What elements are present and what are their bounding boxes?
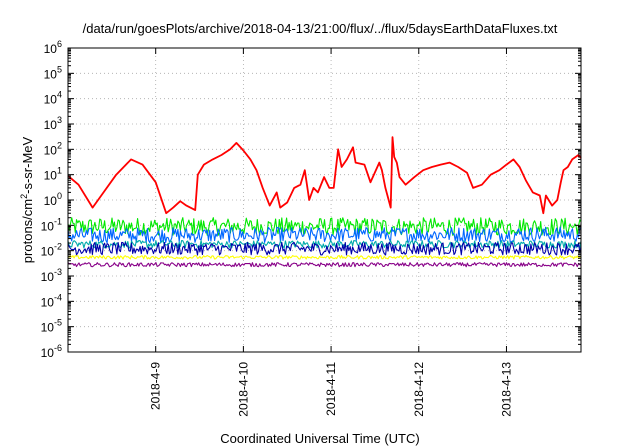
y-tick-label: 10-6	[41, 343, 62, 360]
series-line	[67, 226, 582, 244]
series-line	[67, 262, 582, 268]
y-tick-label: 10-1	[41, 216, 62, 233]
y-tick-label: 100	[44, 191, 62, 208]
x-tick-labels: 2018-4-9 2018-4-10 2018-4-11 2018-4-12 2018-…	[149, 362, 514, 417]
series-line	[67, 254, 582, 260]
y-tick-labels: 10-6 10-5 10-4 10-3 10-2 10-1 100 101 102 103 104 1…	[41, 39, 62, 360]
y-tick-label: 104	[44, 90, 62, 107]
x-tick-label: 2018-4-13	[499, 362, 513, 417]
y-axis-label: protons/cm2-s-sr-MeV	[19, 136, 35, 263]
axis-ticks	[68, 47, 581, 353]
series-line	[67, 136, 582, 215]
x-axis-label: Coordinated Universal Time (UTC)	[220, 431, 420, 446]
y-tick-label: 10-4	[41, 292, 62, 309]
y-tick-label: 102	[44, 140, 62, 157]
x-tick-label: 2018-4-12	[412, 362, 426, 417]
series-line	[67, 241, 582, 256]
y-tick-label: 103	[44, 115, 62, 132]
y-tick-label: 10-3	[41, 267, 62, 284]
y-tick-label: 106	[44, 39, 62, 56]
x-tick-label: 2018-4-11	[324, 362, 338, 416]
series-line	[67, 217, 582, 236]
series-layer	[67, 136, 582, 268]
x-tick-label: 2018-4-9	[149, 362, 163, 410]
x-tick-label: 2018-4-10	[236, 362, 250, 417]
grid-lines	[68, 48, 581, 352]
y-tick-label: 10-5	[41, 318, 62, 335]
y-tick-label: 105	[44, 64, 62, 81]
chart-title: /data/run/goesPlots/archive/2018-04-13/2…	[82, 21, 558, 36]
y-tick-label: 101	[44, 166, 62, 183]
y-tick-label: 10-2	[41, 242, 62, 259]
